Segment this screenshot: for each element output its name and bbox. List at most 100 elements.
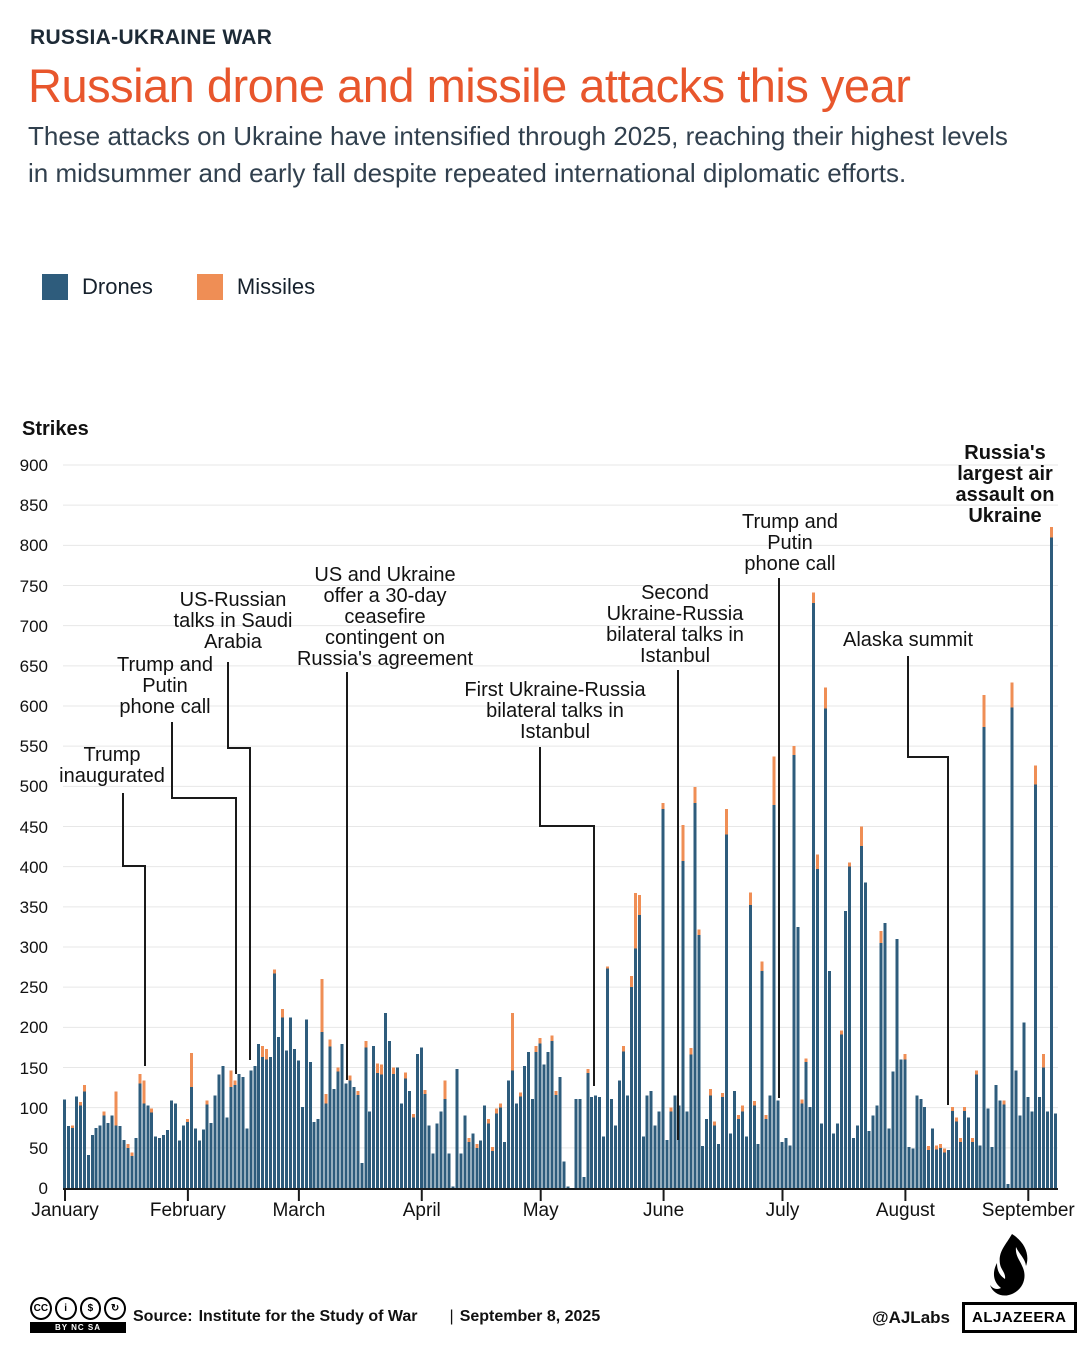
bar-missiles-day-110: [495, 1108, 499, 1114]
bar-drones-day-39: [213, 1095, 217, 1188]
y-tick-850: 850: [19, 496, 48, 516]
bar-drones-day-192: [820, 1123, 824, 1188]
month-label-september: September: [981, 1200, 1075, 1221]
bar-drones-day-102: [463, 1115, 467, 1188]
bar-drones-day-128: [566, 1186, 570, 1188]
bar-drones-day-61: [300, 1106, 304, 1188]
bar-drones-day-215: [911, 1148, 915, 1188]
bar-drones-day-249: [1046, 1111, 1050, 1188]
bar-drones-day-167: [721, 1097, 725, 1188]
bar-drones-day-204: [867, 1130, 871, 1188]
bar-missiles-day-68: [328, 1039, 332, 1047]
bar-drones-day-72: [344, 1083, 348, 1188]
bar-drones-day-158: [685, 1111, 689, 1188]
annotation-trumpand-putin-phonecall: Trump and Putin phone call: [117, 654, 213, 718]
annotation-alaskasummit: Alaska summit: [842, 629, 974, 651]
bar-missiles-day-219: [927, 1146, 931, 1151]
bar-drones-day-50: [257, 1044, 261, 1188]
bar-missiles-day-213: [903, 1053, 907, 1060]
bar-missiles-day-21: [142, 1080, 146, 1104]
gridlines: [63, 464, 1058, 1149]
bar-drones-day-42: [225, 1117, 229, 1188]
legend: Drones Missiles: [42, 274, 341, 300]
bar-drones-day-6: [82, 1091, 86, 1188]
annotation-usandukraine-offera30-day-ceasefire-contingenton-russiasagreement: US and Ukraine offer a 30-day ceasefire con…: [296, 564, 474, 670]
bar-drones-day-14: [114, 1125, 118, 1188]
bar-drones-day-216: [915, 1095, 919, 1188]
bar-drones-day-208: [883, 922, 887, 1188]
y-tick-200: 200: [19, 1018, 48, 1038]
bar-drones-day-82: [384, 1012, 388, 1188]
bar-missiles-day-167: [721, 1093, 725, 1098]
bar-drones-day-145: [633, 948, 637, 1188]
bar-drones-day-109: [491, 1151, 495, 1188]
bar-missiles-day-84: [392, 1067, 396, 1074]
bar-drones-day-174: [748, 905, 752, 1188]
bar-drones-day-56: [281, 1017, 285, 1188]
bar-drones-day-159: [689, 1054, 693, 1188]
bar-drones-day-200: [851, 1138, 855, 1188]
bar-missiles-day-248: [1042, 1053, 1046, 1068]
bar-drones-day-134: [590, 1097, 594, 1188]
bar-drones-day-198: [843, 910, 847, 1188]
bar-missiles-day-233: [982, 694, 986, 727]
bar-drones-day-201: [855, 1125, 859, 1188]
bar-drones-day-96: [439, 1111, 443, 1188]
publish-date: September 8, 2025: [459, 1308, 601, 1325]
bar-drones-day-73: [348, 1080, 352, 1188]
bar-drones-day-41: [221, 1065, 225, 1188]
bar-missiles-day-67: [324, 1094, 328, 1104]
drones-legend-label: Drones: [82, 274, 153, 299]
bar-missiles-day-111: [499, 1103, 503, 1108]
y-tick-900: 900: [19, 456, 48, 475]
bar-drones-day-34: [193, 1128, 197, 1188]
bar-missiles-day-5: [78, 1102, 82, 1106]
bar-missiles-day-105: [475, 1143, 479, 1148]
bar-drones-day-221: [935, 1149, 939, 1188]
bar-drones-day-37: [205, 1104, 209, 1188]
bar-drones-day-11: [102, 1115, 106, 1188]
bar-drones-day-212: [899, 1059, 903, 1188]
bar-missiles-day-168: [725, 808, 729, 835]
bar-drones-day-36: [201, 1129, 205, 1188]
subtitle-line-2: in midsummer and early fall despite repe…: [28, 158, 907, 188]
bar-missiles-day-145: [633, 893, 637, 949]
bar-drones-day-181: [776, 1100, 780, 1188]
bar-drones-day-32: [185, 1122, 189, 1188]
bar-drones-day-81: [380, 1074, 384, 1188]
bar-drones-day-245: [1030, 1111, 1034, 1188]
bar-drones-day-21: [142, 1103, 146, 1188]
bar-drones-day-7: [86, 1155, 90, 1188]
bar-drones-day-114: [510, 1070, 514, 1188]
cc-by-icon: i: [54, 1297, 77, 1320]
bar-missiles-day-51: [261, 1045, 265, 1058]
bar-missiles-day-116: [518, 1092, 522, 1097]
annotation-second-ukraine-russia-bilateraltalksin-istanbul: Second Ukraine-Russia bilateral talks in Is…: [606, 582, 744, 667]
bar-drones-day-153: [665, 1139, 669, 1188]
bar-drones-day-58: [288, 1017, 292, 1188]
bar-drones-day-205: [871, 1115, 875, 1188]
bar-missiles-day-146: [637, 894, 641, 915]
bar-drones-day-196: [836, 1123, 840, 1188]
bar-drones-day-144: [629, 987, 633, 1188]
bar-drones-day-141: [617, 1080, 621, 1188]
y-tick-750: 750: [19, 576, 48, 596]
bar-drones-day-108: [487, 1123, 491, 1188]
y-tick-600: 600: [19, 697, 48, 716]
bar-drones-day-210: [891, 1071, 895, 1188]
bar-missiles-day-221: [935, 1145, 939, 1150]
divider: |: [449, 1308, 454, 1325]
bar-missiles-day-191: [816, 854, 820, 870]
bar-drones-day-38: [209, 1122, 213, 1188]
bar-missiles-day-66: [320, 979, 324, 1033]
y-tick-150: 150: [19, 1058, 48, 1078]
bar-drones-day-193: [824, 708, 828, 1188]
bar-drones-day-10: [98, 1125, 102, 1188]
bar-drones-day-235: [990, 1147, 994, 1188]
bar-missiles-day-144: [629, 975, 633, 988]
y-tick-800: 800: [19, 536, 48, 556]
bar-missiles-day-124: [550, 1035, 554, 1041]
bar-drones-day-53: [269, 1057, 273, 1188]
bar-drones-day-188: [804, 1061, 808, 1188]
bar-drones-day-247: [1038, 1097, 1042, 1188]
